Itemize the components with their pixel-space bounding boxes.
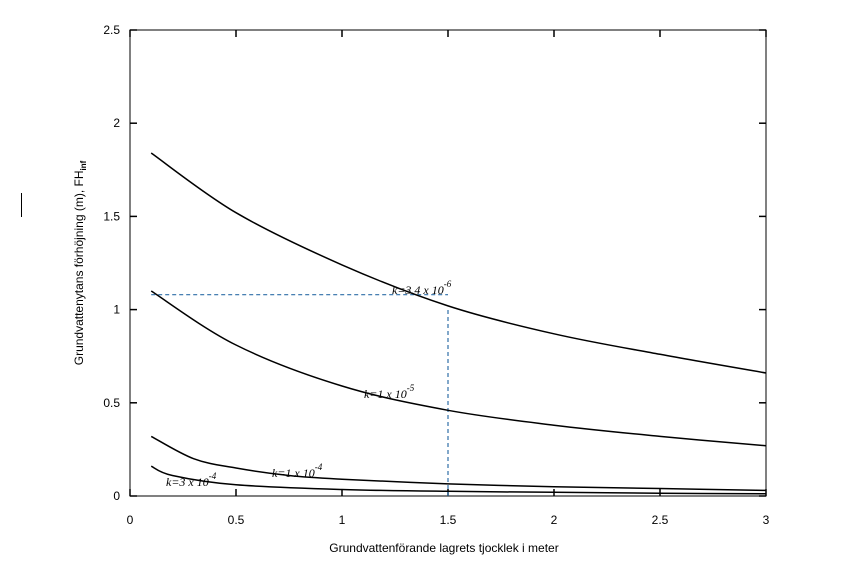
y-tick-label: 2 <box>113 116 120 130</box>
stray-mark <box>21 193 22 217</box>
curve-label-exponent: -6 <box>444 279 452 289</box>
x-tick-label: 1 <box>339 513 346 527</box>
y-tick-label: 0.5 <box>103 396 120 410</box>
x-tick-label: 2 <box>551 513 558 527</box>
y-axis-title-subscript: inf <box>79 160 88 170</box>
x-tick-label: 0.5 <box>228 513 245 527</box>
curve-label-base: k=1 x 10 <box>364 387 407 401</box>
label-k-3-4e-6: k=3.4 x 10-6 <box>392 279 452 297</box>
y-axis: 0 0.5 1 1.5 2 2.5 <box>103 23 766 503</box>
y-tick-label: 1 <box>113 303 120 317</box>
plot-border <box>129 29 767 497</box>
y-axis-title-main: Grundvattenytans förhöjning (m), FH <box>72 171 86 366</box>
curve-label-exponent: -4 <box>209 471 217 481</box>
x-tick-label: 0 <box>127 513 134 527</box>
x-tick-label: 2.5 <box>652 513 669 527</box>
curve-k-3e-4 <box>150 465 767 495</box>
y-tick-label: 2.5 <box>103 23 120 37</box>
x-axis-title: Grundvattenförande lagrets tjocklek i me… <box>329 541 558 555</box>
label-k-1e-4: k=1 x 10-4 <box>272 462 323 480</box>
curve-labels: k=3.4 x 10-6k=1 x 10-5k=1 x 10-4k=3 x 10… <box>166 279 452 489</box>
y-axis-title: Grundvattenytans förhöjning (m), FHinf <box>72 160 88 365</box>
curves <box>150 152 767 495</box>
curve-k-1e-5 <box>150 290 767 447</box>
plot-frame <box>129 29 767 497</box>
y-tick-label: 1.5 <box>103 209 120 223</box>
curve-label-exponent: -5 <box>407 383 415 393</box>
reference-lines <box>151 294 449 496</box>
curve-label-base: k=1 x 10 <box>272 466 315 480</box>
curve-label-exponent: -4 <box>315 462 323 472</box>
curve-label-base: k=3.4 x 10 <box>392 283 444 297</box>
x-tick-label: 1.5 <box>440 513 457 527</box>
curve-label-base: k=3 x 10 <box>166 475 209 489</box>
y-tick-label: 0 <box>113 489 120 503</box>
curve-k-1e-4 <box>150 435 767 492</box>
curve-k-3-4e-6 <box>150 152 767 374</box>
label-k-3e-4: k=3 x 10-4 <box>166 471 217 489</box>
label-k-1e-5: k=1 x 10-5 <box>364 383 415 401</box>
x-tick-label: 3 <box>763 513 770 527</box>
